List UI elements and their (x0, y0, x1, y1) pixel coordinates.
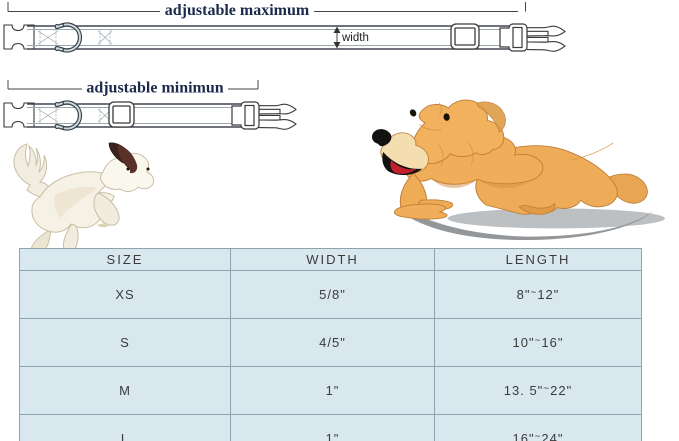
svg-text:width: width (341, 32, 369, 44)
svg-text:adjustable minimun: adjustable minimun (86, 80, 223, 97)
svg-text:adjustable maximum: adjustable maximum (165, 2, 310, 19)
